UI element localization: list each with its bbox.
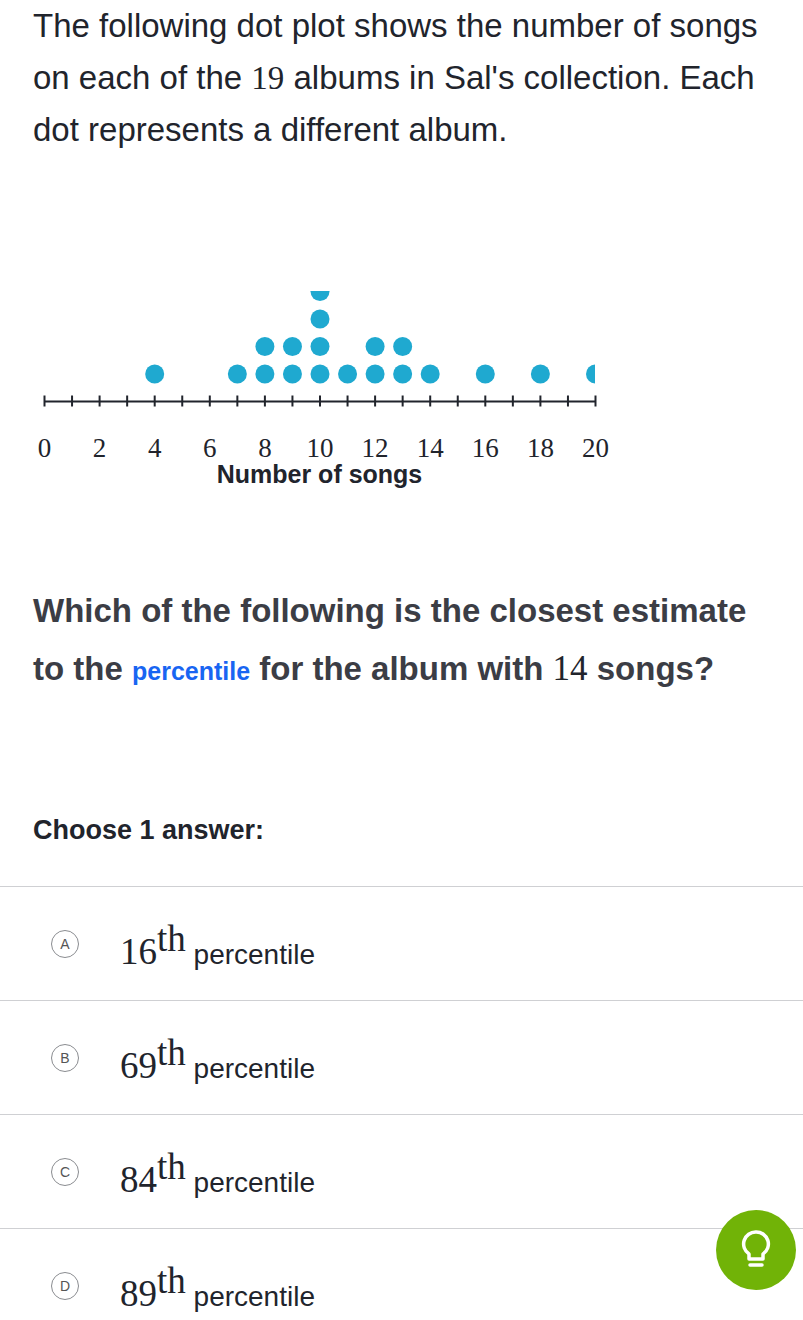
svg-text:16: 16 (472, 433, 499, 463)
svg-text:4: 4 (148, 433, 162, 463)
html-text:69thpercentile: 69thpercentile (120, 1032, 315, 1087)
html-text:The following dot plot shows t: The following dot plot shows the number … (33, 7, 758, 148)
html-text:Number of songs: Number of songs (216, 460, 423, 488)
svg-text:8: 8 (258, 433, 272, 463)
svg-text:18: 18 (527, 433, 554, 463)
html-text:C: C (59, 1164, 71, 1180)
svg-text:0: 0 (38, 433, 52, 463)
svg-text:12: 12 (362, 433, 389, 463)
html-text:16thpercentile: 16thpercentile (120, 918, 315, 973)
html-text:89thpercentile: 89thpercentile (120, 1260, 315, 1315)
svg-text:14: 14 (417, 433, 445, 463)
svg-text:2: 2 (93, 433, 107, 463)
html-text:Which of the following is the: Which of the following is the closest es… (33, 592, 747, 688)
html-text:A: A (60, 936, 70, 952)
html-text:Choose 1 answer:: Choose 1 answer: (33, 815, 265, 845)
html-text:B: B (60, 1050, 70, 1066)
svg-text:6: 6 (203, 433, 217, 463)
html-text:D: D (59, 1278, 71, 1294)
svg-text:20: 20 (582, 433, 609, 463)
html-text:84thpercentile: 84thpercentile (120, 1146, 315, 1201)
svg-text:10: 10 (307, 433, 334, 463)
